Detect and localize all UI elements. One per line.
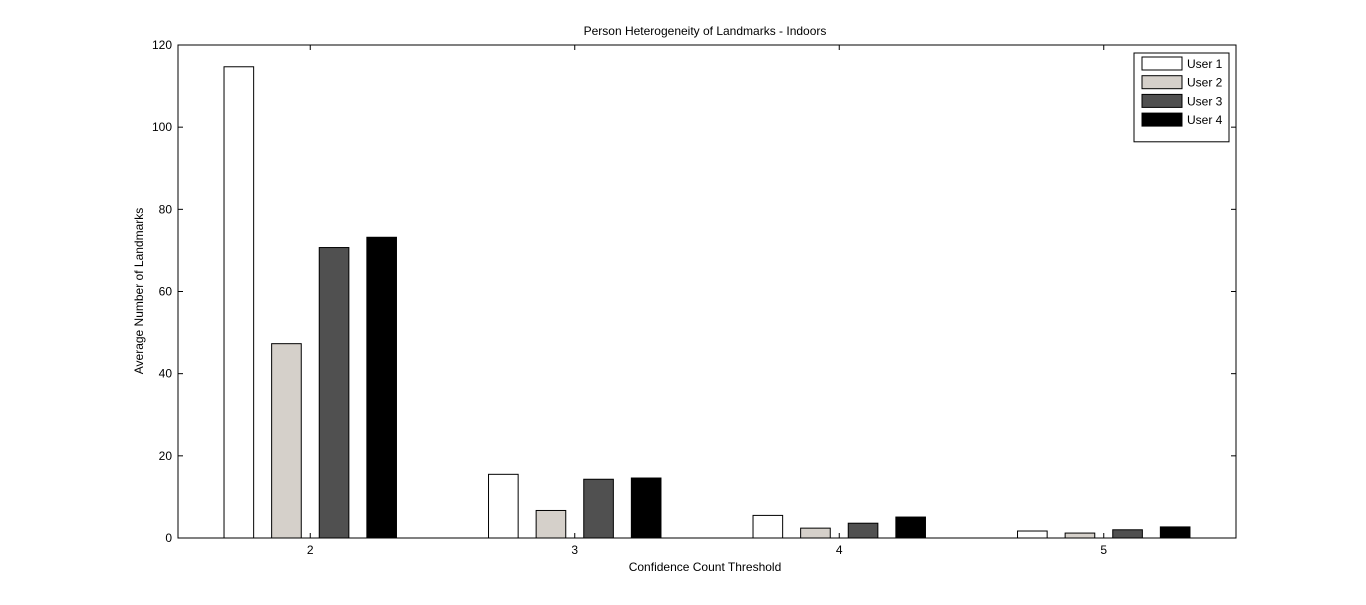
bar-user-1-2 — [223, 66, 255, 539]
bar-user-4-4 — [895, 516, 926, 539]
legend-label: User 2 — [1187, 76, 1223, 90]
legend-label: User 1 — [1187, 57, 1223, 71]
x-axis-title: Confidence Count Threshold — [629, 560, 782, 574]
bar-user-2-2 — [271, 343, 302, 539]
bar-user-3-4 — [847, 522, 879, 539]
legend-swatch — [1141, 75, 1183, 90]
legend-swatch — [1141, 112, 1183, 127]
x-tick-label: 5 — [1100, 543, 1107, 557]
bar-user-1-3 — [488, 473, 519, 539]
bar-user-1-5 — [1017, 530, 1048, 539]
legend-swatch — [1141, 56, 1183, 71]
bar-user-4-5 — [1159, 526, 1191, 539]
y-axis-title: Average Number of Landmarks — [132, 208, 146, 375]
x-tick-label: 4 — [836, 543, 843, 557]
bar-user-3-5 — [1112, 529, 1143, 539]
bar-user-1-4 — [752, 514, 784, 539]
legend-label: User 3 — [1187, 94, 1223, 108]
bar-user-2-3 — [535, 509, 567, 539]
plot-area: 0 20 40 60 80 100 120 2 3 4 5 — [152, 38, 1237, 557]
y-tick-label: 40 — [159, 367, 173, 381]
y-tick-label: 20 — [159, 449, 173, 463]
bar-user-2-5 — [1064, 532, 1096, 539]
y-tick-label: 100 — [152, 120, 172, 134]
bar-user-3-3 — [583, 478, 614, 539]
chart-title: Person Heterogeneity of Landmarks - Indo… — [584, 24, 827, 38]
legend-label: User 4 — [1187, 113, 1223, 127]
y-tick-label: 60 — [159, 285, 173, 299]
legend: User 1 User 2 User 3 User 4 — [1133, 52, 1230, 143]
y-tick-label: 0 — [165, 531, 172, 545]
legend-swatch — [1141, 93, 1183, 108]
bar-user-4-3 — [630, 477, 662, 539]
x-tick-label: 3 — [571, 543, 578, 557]
bar-user-3-2 — [318, 247, 350, 539]
bar-user-4-2 — [366, 236, 397, 539]
y-tick-label: 120 — [152, 38, 172, 52]
x-tick-label: 2 — [307, 543, 314, 557]
y-tick-label: 80 — [159, 202, 173, 216]
bar-user-2-4 — [800, 527, 831, 539]
